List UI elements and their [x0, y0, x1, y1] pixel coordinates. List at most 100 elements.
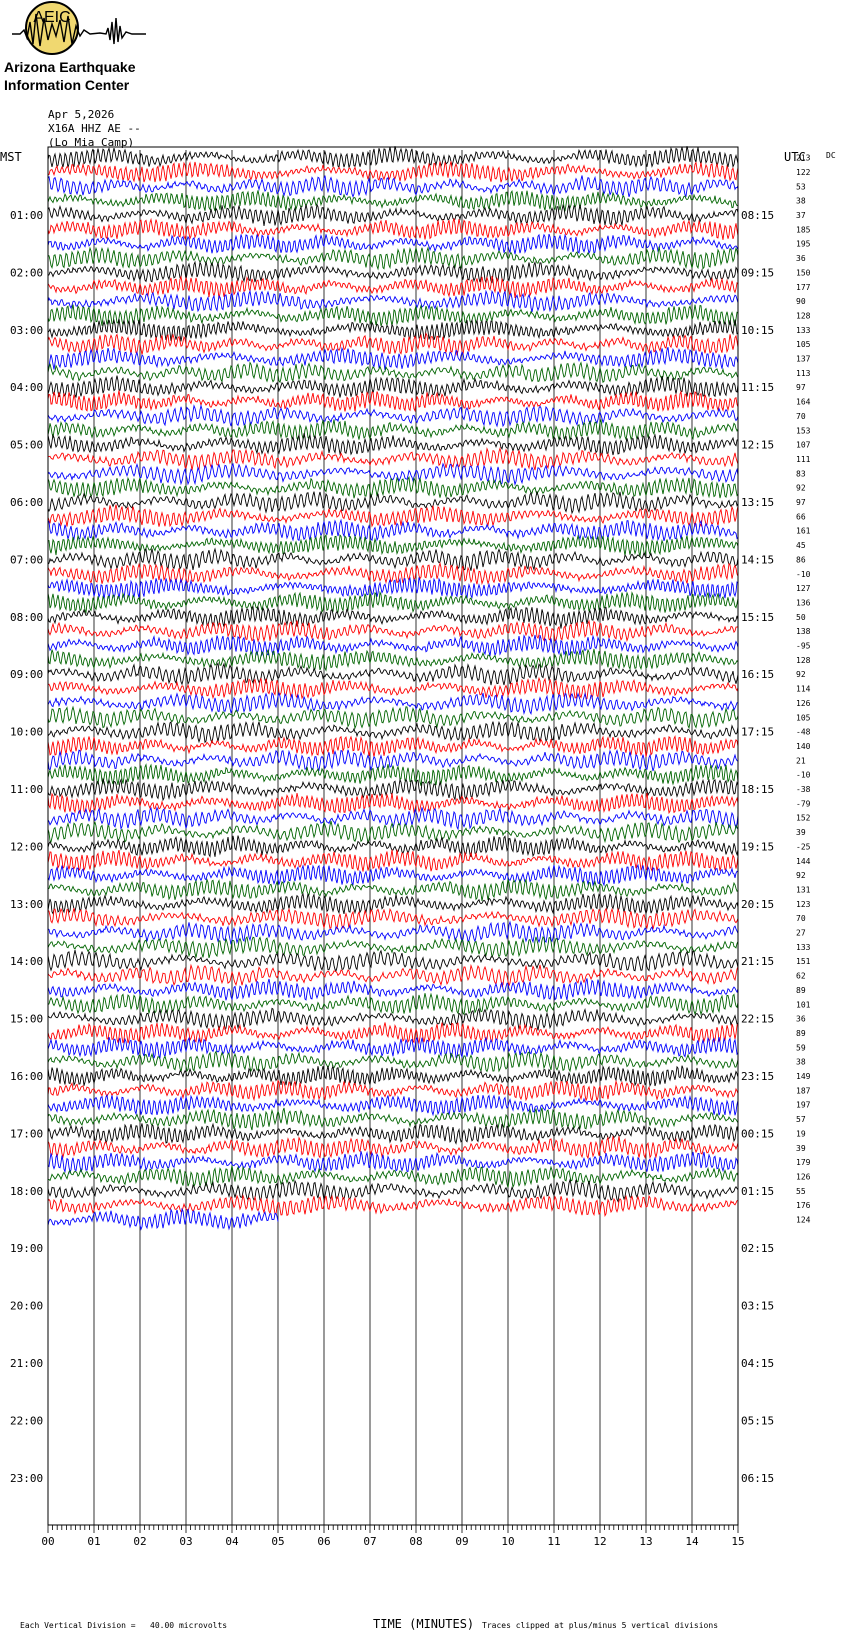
mst-hour-label: 01:00 [10, 209, 43, 222]
dc-offset-label: 140 [796, 742, 811, 751]
dc-offset-label: -48 [796, 728, 811, 737]
mst-hour-label: 14:00 [10, 955, 43, 968]
dc-offset-label: 89 [796, 1029, 806, 1038]
dc-offset-label: 70 [796, 412, 806, 421]
dc-offset-label: 197 [796, 1101, 811, 1110]
utc-hour-label: 16:15 [741, 668, 774, 681]
trace-row [47, 949, 739, 972]
dc-offset-label: 176 [796, 1201, 811, 1210]
trace-row [47, 676, 739, 700]
dc-offset-label: 179 [796, 1158, 811, 1167]
dc-offset-label: 161 [796, 527, 811, 536]
dc-offset-label: 122 [796, 168, 811, 177]
trace-row [47, 504, 739, 528]
mst-hour-label: 05:00 [10, 439, 43, 452]
utc-hour-label: 22:15 [741, 1013, 774, 1026]
dc-offset-label: 37 [796, 211, 806, 220]
x-tick-label: 12 [593, 1535, 606, 1548]
trace-row [47, 1022, 739, 1045]
mst-hour-label: 06:00 [10, 496, 43, 509]
trace-row [47, 992, 739, 1016]
trace-row [47, 577, 739, 600]
dc-offset-label: 27 [796, 929, 806, 938]
trace-row [48, 533, 739, 557]
x-tick-label: 04 [225, 1535, 239, 1548]
chart-date: Apr 5,2026 [48, 108, 115, 121]
trace-row [47, 878, 739, 901]
dc-offset-label: 164 [796, 398, 811, 407]
dc-offset-label: 59 [796, 1043, 806, 1052]
trace-row [47, 476, 739, 499]
dc-offset-label: 114 [796, 685, 811, 694]
trace-row [47, 275, 739, 299]
mst-hour-label: 02:00 [10, 266, 43, 279]
utc-hour-label: 00:15 [741, 1127, 774, 1140]
utc-hour-label: 03:15 [741, 1300, 774, 1313]
mst-axis-title: MST [0, 150, 22, 164]
dc-offset-label: 187 [796, 1086, 811, 1095]
dc-offset-label: 111 [796, 455, 811, 464]
trace-row [47, 820, 739, 845]
mst-hour-label: 20:00 [10, 1300, 43, 1313]
utc-hour-label: 01:15 [741, 1185, 774, 1198]
trace-row [47, 619, 739, 643]
dc-offset-label: 133 [796, 943, 811, 952]
mst-hour-label: 08:00 [10, 611, 43, 624]
utc-hour-label: 08:15 [741, 209, 774, 222]
trace-row [47, 561, 739, 586]
dc-offset-label: 136 [796, 598, 811, 607]
trace-row [47, 404, 739, 428]
x-tick-label: 11 [547, 1535, 560, 1548]
x-axis-title: TIME (MINUTES) [373, 1617, 474, 1631]
utc-hour-label: 13:15 [741, 496, 774, 509]
dc-offset-label: 38 [796, 197, 806, 206]
trace-row [47, 735, 739, 758]
trace-row [47, 936, 739, 959]
dc-offset-label: 89 [796, 986, 806, 995]
dc-offset-label: 92 [796, 670, 806, 679]
trace-row [47, 1122, 739, 1145]
trace-row [47, 1007, 739, 1031]
trace-row [47, 1107, 739, 1131]
mst-hour-label: 03:00 [10, 324, 43, 337]
dc-offset-label: 92 [796, 484, 806, 493]
x-tick-label: 05 [271, 1535, 284, 1548]
mst-hour-label: 04:00 [10, 381, 43, 394]
mst-hour-label: 07:00 [10, 553, 43, 566]
trace-row [47, 1094, 739, 1117]
dc-offset-label: 195 [796, 240, 811, 249]
utc-hour-label: 20:15 [741, 898, 774, 911]
utc-hour-label: 15:15 [741, 611, 774, 624]
mst-hour-label: 13:00 [10, 898, 43, 911]
station-location: (Lo Mia Camp) [48, 136, 135, 149]
trace-row [47, 705, 739, 730]
dc-offset-label: 50 [796, 613, 806, 622]
trace-row [47, 289, 739, 313]
utc-hour-label: 17:15 [741, 726, 774, 739]
dc-offset-label: 128 [796, 311, 811, 320]
dc-offset-label: 45 [796, 541, 806, 550]
dc-offset-label: -25 [796, 842, 811, 851]
trace-row [47, 389, 739, 413]
trace-row [47, 260, 739, 284]
aeic-logo: AEIC Arizona Earthquake Information Cent… [4, 1, 146, 93]
trace-row [47, 963, 739, 988]
seismic-traces [47, 146, 739, 1231]
trace-row [47, 749, 739, 772]
trace-row [47, 161, 739, 183]
x-tick-label: 00 [41, 1535, 54, 1548]
trace-row [47, 217, 739, 241]
trace-row [47, 518, 739, 542]
trace-row [47, 1065, 739, 1087]
dc-offset-label: 86 [796, 555, 806, 564]
dc-offset-label: 131 [796, 885, 811, 894]
dc-offset-label: 83 [796, 469, 806, 478]
mst-hour-label: 17:00 [10, 1127, 43, 1140]
mst-hour-label: 12:00 [10, 840, 43, 853]
dc-offset-label: 152 [796, 814, 811, 823]
dc-offset-label: 113 [796, 369, 811, 378]
trace-row [47, 662, 739, 686]
utc-axis-title: UTC [784, 150, 806, 164]
x-tick-label: 03 [179, 1535, 192, 1548]
plot-border [47, 146, 739, 1526]
